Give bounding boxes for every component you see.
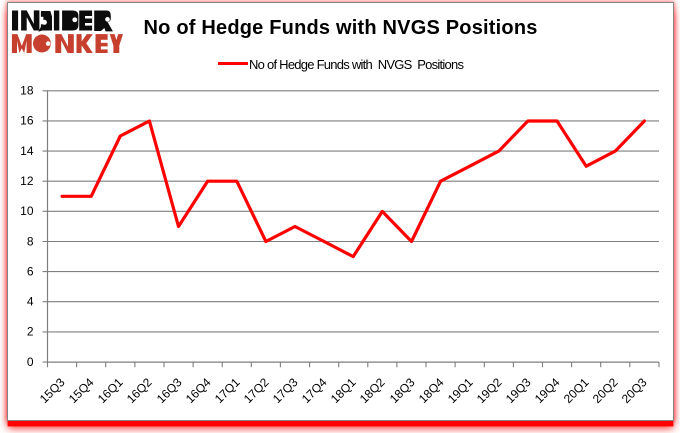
svg-text:6: 6 — [27, 264, 34, 278]
svg-text:12: 12 — [20, 174, 34, 188]
svg-text:2: 2 — [27, 325, 34, 339]
svg-text:4: 4 — [27, 295, 34, 309]
svg-text:0: 0 — [27, 355, 34, 369]
svg-text:10: 10 — [20, 204, 34, 218]
svg-text:8: 8 — [27, 234, 34, 248]
svg-text:18: 18 — [20, 84, 34, 98]
svg-text:16: 16 — [20, 114, 34, 128]
svg-text:14: 14 — [20, 144, 34, 158]
